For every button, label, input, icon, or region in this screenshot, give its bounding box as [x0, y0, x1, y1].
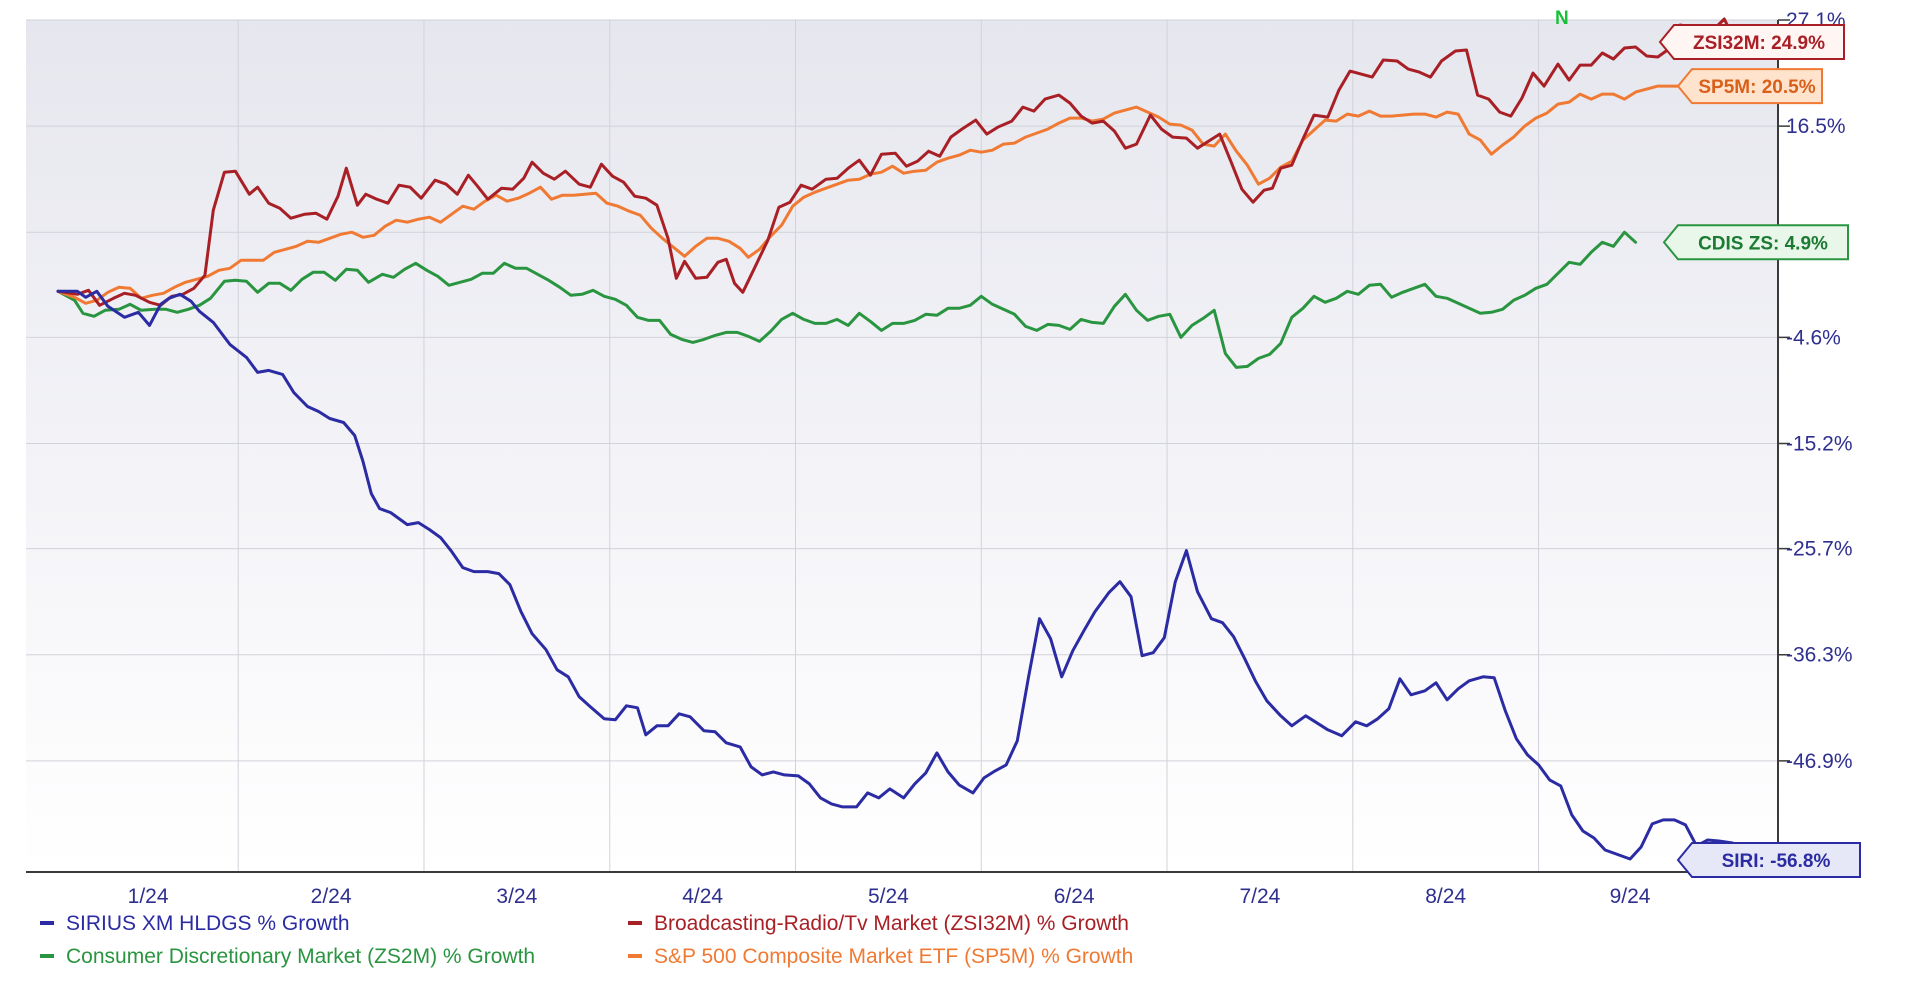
x-tick-label: 8/24	[1425, 885, 1466, 908]
series-line-zsi32m	[56, 17, 1737, 307]
x-tick-label: 2/24	[311, 885, 352, 908]
legend-item-sp5m: S&P 500 Composite Market ETF (SP5M) % Gr…	[628, 945, 1133, 968]
x-tick-label: 7/24	[1239, 885, 1280, 908]
end-label-sp5m: SP5M: 20.5%	[1676, 68, 1823, 105]
x-tick-label: 3/24	[496, 885, 537, 908]
end-label-box	[1662, 224, 1849, 261]
end-label-text: SP5M: 20.5%	[1698, 77, 1815, 98]
legend-item-zsi32m: Broadcasting-Radio/Tv Market (ZSI32M) % …	[628, 912, 1129, 935]
end-label-text: CDIS ZS: 4.9%	[1698, 233, 1828, 254]
x-tick-label: 4/24	[682, 885, 723, 908]
x-tick-label: 9/24	[1610, 885, 1651, 908]
end-label-text: ZSI32M: 24.9%	[1693, 33, 1825, 54]
legend-label: S&P 500 Composite Market ETF (SP5M) % Gr…	[654, 945, 1133, 968]
y-tick-label: -15.2%	[1786, 432, 1853, 455]
legend: SIRIUS XM HLDGS % Growth Broadcasting-Rad…	[40, 912, 1133, 968]
tick-labels: 27.1%16.5%-4.6%-15.2%-25.7%-36.3%-46.9%1…	[128, 9, 1853, 908]
end-label-text: SIRI: -56.8%	[1722, 851, 1831, 872]
end-labels: SIRI: -56.8% ZSI32M: 24.9% CDIS ZS: 4.9% SP…	[1658, 24, 1861, 878]
end-label-box	[1658, 24, 1845, 61]
end-label-box	[1676, 68, 1823, 105]
y-tick-label: -4.6%	[1786, 326, 1841, 349]
legend-label: SIRIUS XM HLDGS % Growth	[66, 912, 350, 935]
legend-item-zs2m: Consumer Discretionary Market (ZS2M) % G…	[40, 945, 535, 968]
grid-lines	[26, 19, 1778, 872]
y-tick-label: -46.9%	[1786, 750, 1853, 773]
end-label-zsi32m: ZSI32M: 24.9%	[1658, 24, 1845, 61]
x-tick-label: 5/24	[868, 885, 909, 908]
end-label-zs2m: CDIS ZS: 4.9%	[1662, 224, 1849, 261]
new-marker-label: N	[1555, 8, 1569, 29]
legend-label: Broadcasting-Radio/Tv Market (ZSI32M) % …	[654, 912, 1129, 935]
series-layer	[56, 17, 1746, 862]
y-tick-label: -36.3%	[1786, 644, 1853, 667]
plot-area	[26, 20, 1778, 872]
legend-item-siri: SIRIUS XM HLDGS % Growth	[40, 912, 350, 935]
end-label-box	[1676, 841, 1861, 878]
x-tick-label: 1/24	[128, 885, 169, 908]
y-tick-label: 16.5%	[1786, 115, 1846, 138]
x-tick-label: 6/24	[1054, 885, 1095, 908]
end-label-siri: SIRI: -56.8%	[1676, 841, 1861, 878]
series-line-siri	[56, 289, 1746, 862]
legend-label: Consumer Discretionary Market (ZS2M) % G…	[66, 945, 535, 968]
series-line-zs2m	[56, 230, 1638, 369]
y-tick-label: -25.7%	[1786, 538, 1853, 561]
